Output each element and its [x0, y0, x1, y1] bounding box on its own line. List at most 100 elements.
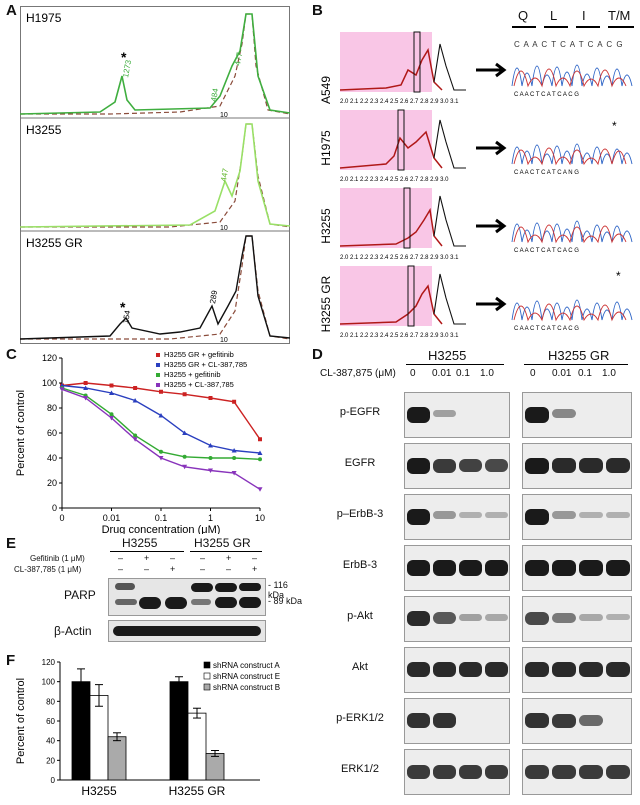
- treatment-mark: –: [200, 564, 206, 574]
- legend-swatch: [156, 383, 160, 387]
- peak-label: 484: [209, 87, 220, 102]
- trace-h3255-sample: [20, 123, 290, 228]
- blot-band: [407, 764, 430, 779]
- blot-band: [407, 611, 430, 627]
- blot-band: [433, 612, 456, 625]
- blot-band: [485, 662, 508, 678]
- trace-label-h3255-gr: H3255 GR: [26, 236, 83, 250]
- legend-entry: H3255 GR + gefitinib: [164, 350, 234, 359]
- blot-band: [579, 511, 603, 519]
- mutation-marker: *: [612, 119, 617, 133]
- shrna-bar-chart: 0 20 40 60 80 100 120 Percent of control H3255 H3…: [15, 658, 280, 798]
- blot-band: [433, 458, 456, 473]
- peak-label: 1273: [121, 59, 133, 79]
- data-point: [232, 399, 237, 404]
- bar: [205, 753, 225, 781]
- data-point: [132, 437, 138, 442]
- codon-label: I: [582, 8, 586, 23]
- sequence-label: C A A C T C A T C A C G: [514, 92, 579, 98]
- x-tick-label: 0.1: [155, 513, 168, 523]
- blot-band: [485, 458, 508, 472]
- data-point: [59, 383, 65, 388]
- data-point: [232, 456, 237, 460]
- track-label: H3255 GR: [319, 275, 333, 332]
- y-tick-label: 0: [51, 776, 56, 785]
- blot-band: [525, 611, 549, 625]
- blot-band: [459, 662, 482, 678]
- blot-band: [407, 560, 430, 576]
- data-point: [159, 389, 163, 394]
- blot-strip: [522, 749, 632, 795]
- group-label: H3255: [122, 536, 158, 550]
- dose-label: 0: [410, 368, 416, 379]
- blot-band: [606, 458, 630, 474]
- data-point: [109, 390, 114, 395]
- row-label: β-Actin: [54, 624, 92, 638]
- blot-band: [579, 764, 603, 779]
- x-tick-label: 10: [255, 513, 265, 523]
- legend-entry: H3255 + gefitinib: [164, 370, 221, 379]
- legend-swatch: [203, 672, 211, 680]
- data-point: [231, 448, 237, 453]
- panel-b-codons: Q L I T/M: [512, 8, 638, 38]
- sequence-label: C A A C T C A T C A N G: [514, 170, 579, 176]
- treatment-mark: +: [144, 553, 150, 563]
- trace-h3255-gr-control: [20, 235, 290, 340]
- data-point: [182, 454, 187, 459]
- data-point: [158, 456, 164, 461]
- blot-band: [525, 407, 549, 423]
- track-label: A549: [319, 76, 333, 104]
- data-point: [257, 450, 263, 455]
- blot-strip: [404, 749, 510, 795]
- blot-band: [552, 764, 576, 779]
- y-tick-label: 20: [47, 478, 57, 488]
- blot-band: [579, 458, 603, 474]
- trace-label-h1975: H1975: [26, 11, 62, 25]
- blot-band: [485, 511, 508, 519]
- treatment-mark: +: [252, 564, 258, 574]
- data-point: [158, 413, 164, 418]
- blot-band: [525, 509, 549, 525]
- peak-label: 154: [121, 309, 132, 324]
- panel-e-letter: E: [6, 535, 17, 552]
- panel-e-blots: H3255 H3255 GR Gefitinib (1 μM) CL-387,7…: [10, 536, 306, 642]
- data-point: [208, 443, 213, 448]
- peak-marker: *: [121, 49, 127, 65]
- legend-entry: H3255 GR + CL-387,785: [164, 360, 247, 369]
- y-tick-label: 100: [42, 378, 57, 388]
- row-label: PARP: [64, 588, 96, 602]
- y-axis-label: Percent of control: [15, 390, 27, 476]
- blot-band: [459, 560, 482, 576]
- treatment-mark: –: [226, 564, 232, 574]
- y-tick-label: 20: [46, 756, 55, 765]
- blot-band: [433, 409, 456, 418]
- blot-band: [525, 713, 549, 728]
- data-point: [208, 396, 213, 400]
- legend-swatch: [203, 683, 211, 691]
- codon-label: T/M: [608, 8, 631, 23]
- treatment-mark: –: [144, 564, 150, 574]
- blot-row-label: p-ERK1/2: [336, 712, 384, 724]
- legend-entry: shRNA construct A: [213, 661, 280, 670]
- trace-h1975-control: [20, 13, 290, 115]
- y-tick-label: 100: [42, 678, 56, 687]
- blot-band: [579, 613, 603, 621]
- peak-label: 447: [219, 167, 230, 182]
- blot-row-label: Akt: [352, 661, 368, 673]
- data-point: [208, 456, 213, 460]
- codon-label: L: [550, 8, 558, 23]
- peak-label: 477: [233, 51, 244, 66]
- legend-entry: shRNA construct B: [213, 683, 280, 692]
- y-tick-label: 60: [46, 717, 55, 726]
- data-point: [83, 396, 89, 401]
- legend-swatch: [156, 353, 160, 357]
- treatment-mark: –: [170, 553, 176, 563]
- track-h3255: H3255 2.0 2.1 2.2 2.3 2.4 2.5 2.6 2.7 2.…: [319, 187, 633, 261]
- bar: [71, 681, 91, 781]
- treatment-label: CL-387,785 (1 μM): [14, 565, 82, 574]
- blot-band: [606, 613, 630, 621]
- data-point: [159, 449, 163, 454]
- y-tick-label: 120: [42, 353, 57, 363]
- treatment-mark: +: [226, 553, 232, 563]
- y-tick-label: 40: [47, 453, 57, 463]
